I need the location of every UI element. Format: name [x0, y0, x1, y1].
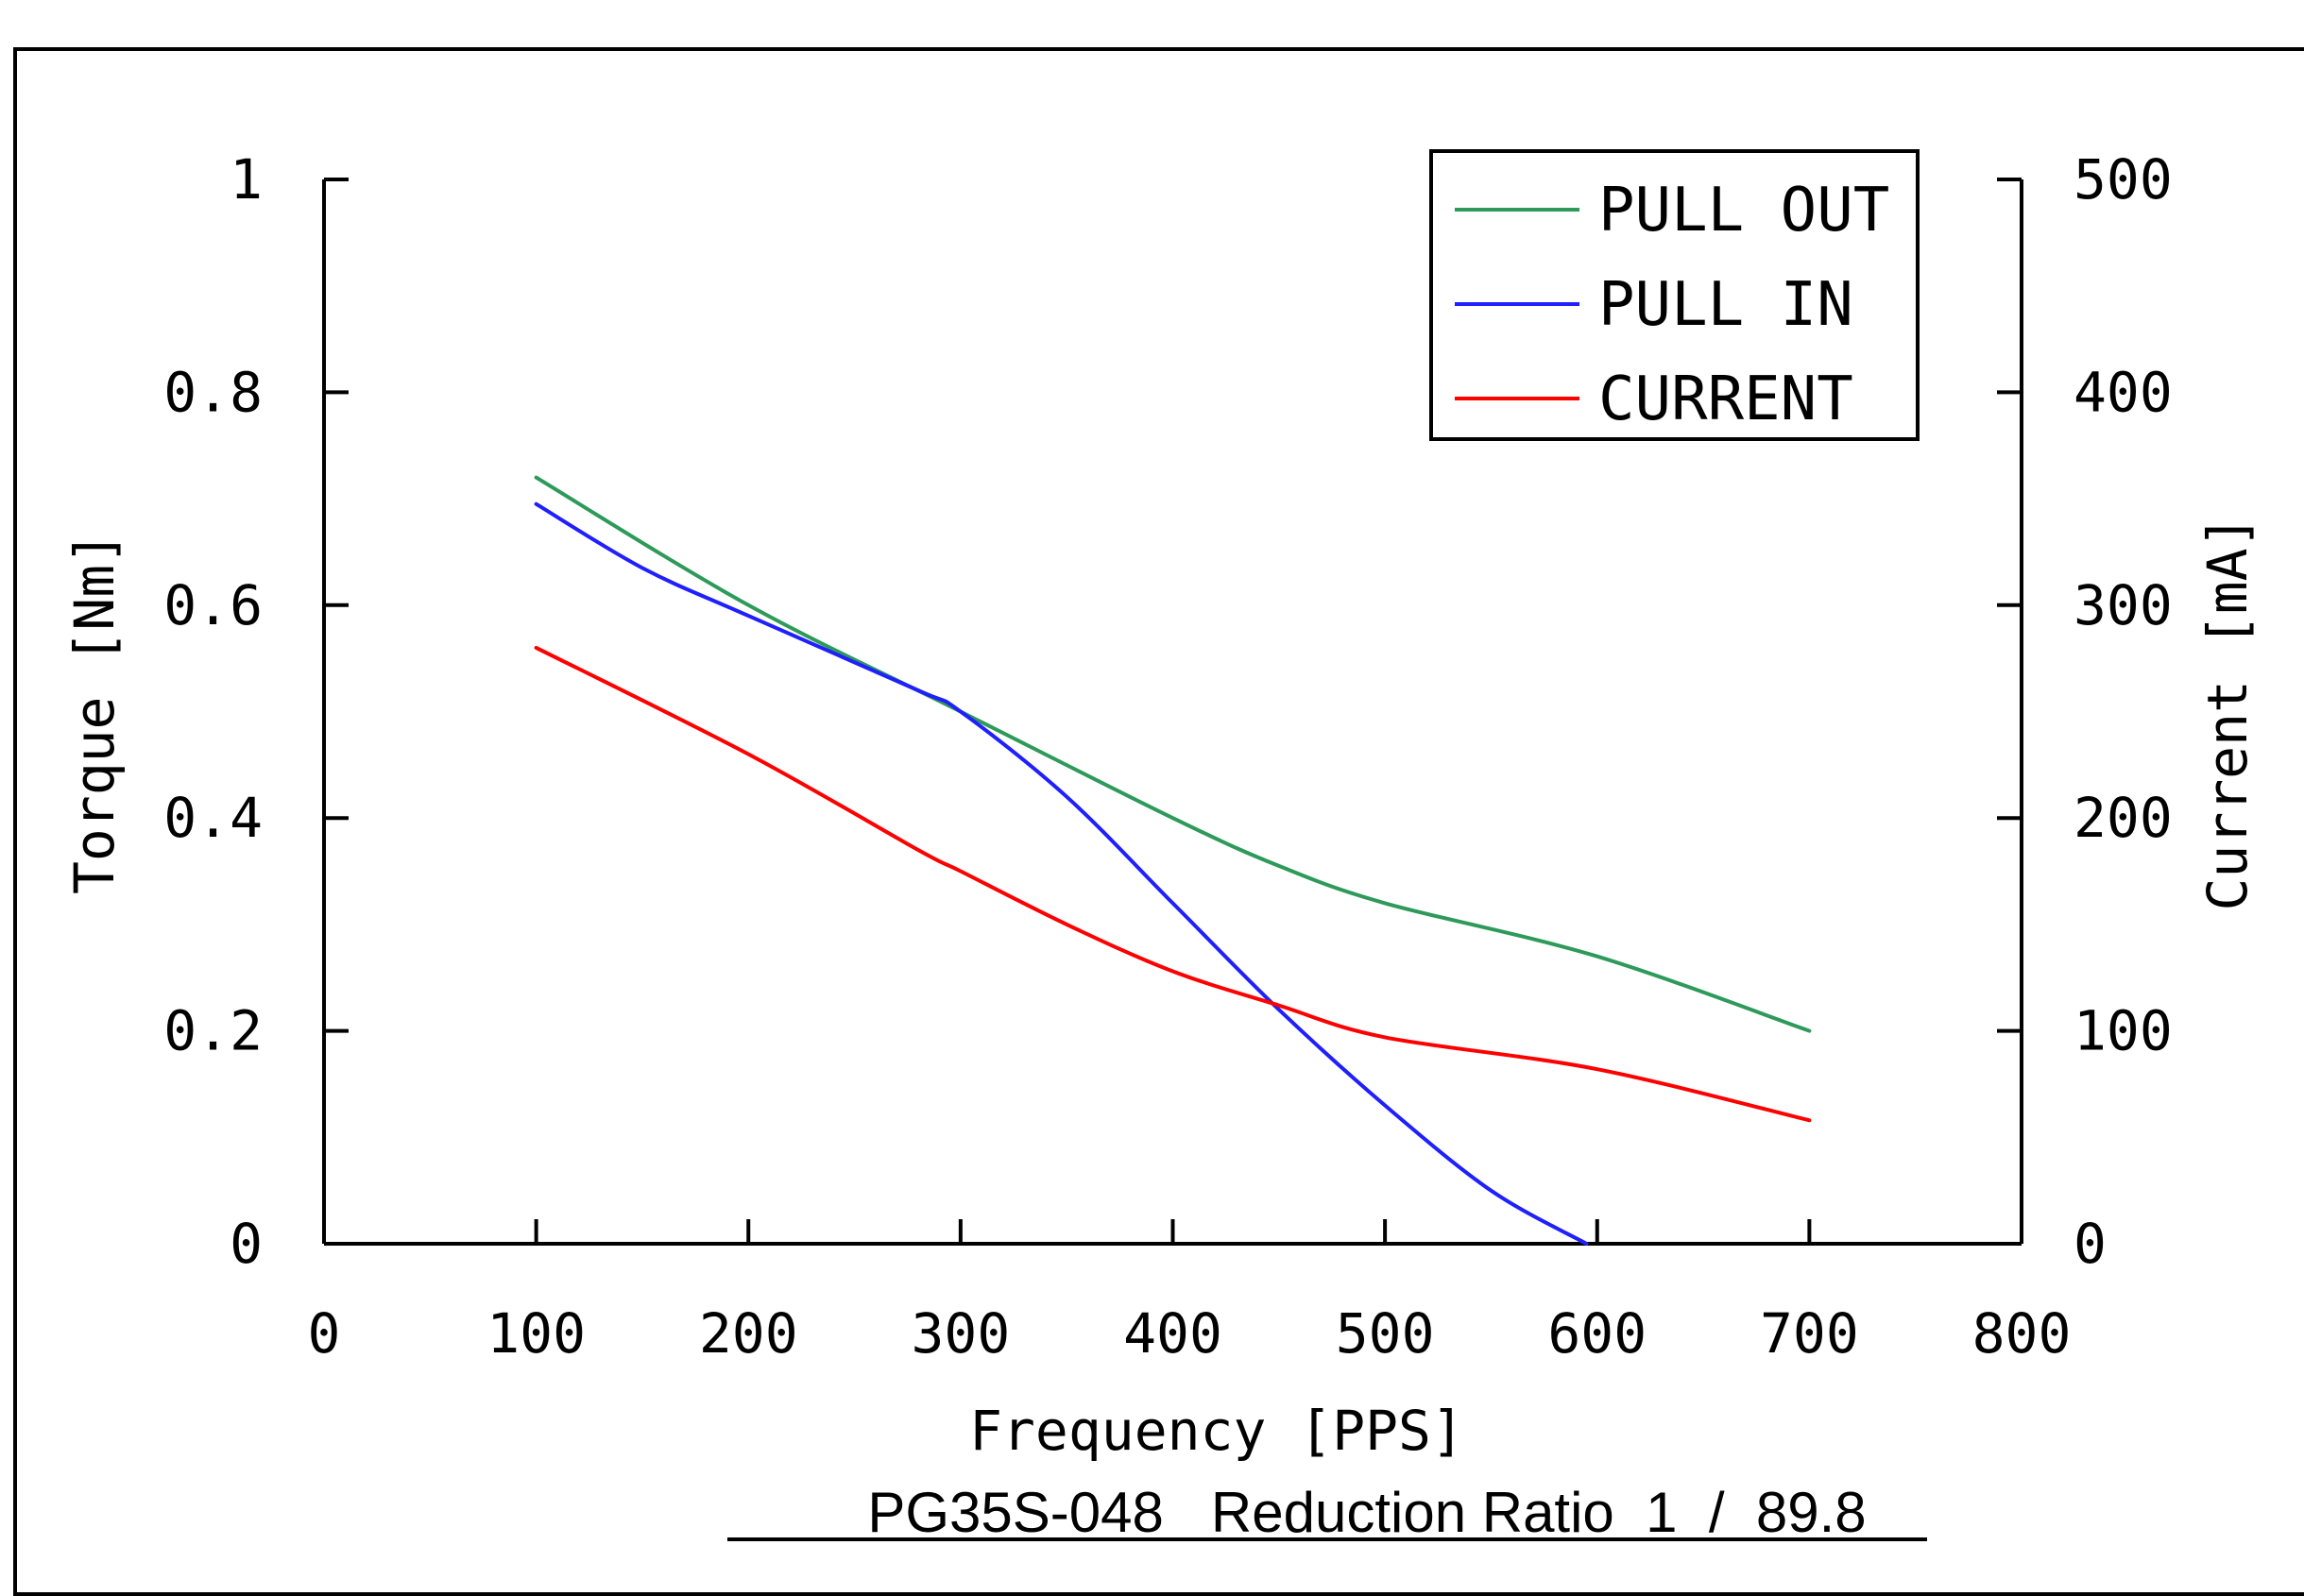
legend-label-pull-out: PULL OUT [1598, 176, 1889, 246]
x-tick-label: 0 [308, 1301, 341, 1366]
y-right-tick-label: 200 [2074, 786, 2173, 850]
y-left-tick-label: 0.8 [163, 360, 263, 424]
y-right-tick-label: 100 [2074, 999, 2173, 1063]
x-tick-label: 200 [699, 1301, 798, 1366]
y-left-tick-label: 0.4 [163, 786, 263, 850]
legend-label-current: CURRENT [1598, 365, 1853, 434]
x-tick-label: 800 [1972, 1301, 2072, 1366]
legend-label-pull-in: PULL IN [1598, 270, 1853, 340]
y-left-tick-label: 1 [230, 147, 263, 212]
series-line-pull-in [534, 501, 1589, 1246]
x-tick-label: 600 [1547, 1301, 1647, 1366]
y-right-tick-label: 0 [2074, 1212, 2107, 1276]
torque-current-chart: 0 100 200 300 400 500 600 700 80000.20.40.60.810… [62, 147, 2260, 1544]
legend: PULL OUT PULL IN CURRENT [1429, 149, 1920, 441]
x-tick-label: 700 [1760, 1301, 1859, 1366]
chart-caption: PG35S-048 Reduction Ratio 1 / 89.8 [727, 1481, 1927, 1544]
y-right-tick-label: 400 [2074, 360, 2173, 424]
series-layer [534, 475, 1812, 1246]
x-tick-label: 400 [1123, 1301, 1222, 1366]
x-axis-title: Frequency [PPS] [969, 1399, 1464, 1463]
x-tick-label: 300 [911, 1301, 1010, 1366]
y-left-tick-label: 0.2 [163, 999, 263, 1063]
y-axis-title-right: Current [mA] [2195, 515, 2260, 910]
y-right-tick-label: 300 [2074, 573, 2173, 637]
legend-box [1429, 149, 1920, 441]
x-tick-label: 500 [1336, 1301, 1435, 1366]
caption-text: PG35S-048 Reduction Ratio 1 / 89.8 [867, 1481, 1866, 1544]
x-tick-label: 100 [486, 1301, 586, 1366]
y-right-tick-label: 500 [2074, 147, 2173, 212]
series-line-pull-out [534, 475, 1812, 1033]
series-line-current [534, 645, 1812, 1123]
legend-items: PULL OUT PULL IN CURRENT [1455, 176, 1889, 434]
axes: 0 100 200 300 400 500 600 700 80000.20.40.60.810… [163, 147, 2173, 1366]
y-left-tick-label: 0 [230, 1212, 263, 1276]
y-axis-title-left: Torque [Nm] [62, 532, 127, 894]
y-left-tick-label: 0.6 [163, 573, 263, 637]
